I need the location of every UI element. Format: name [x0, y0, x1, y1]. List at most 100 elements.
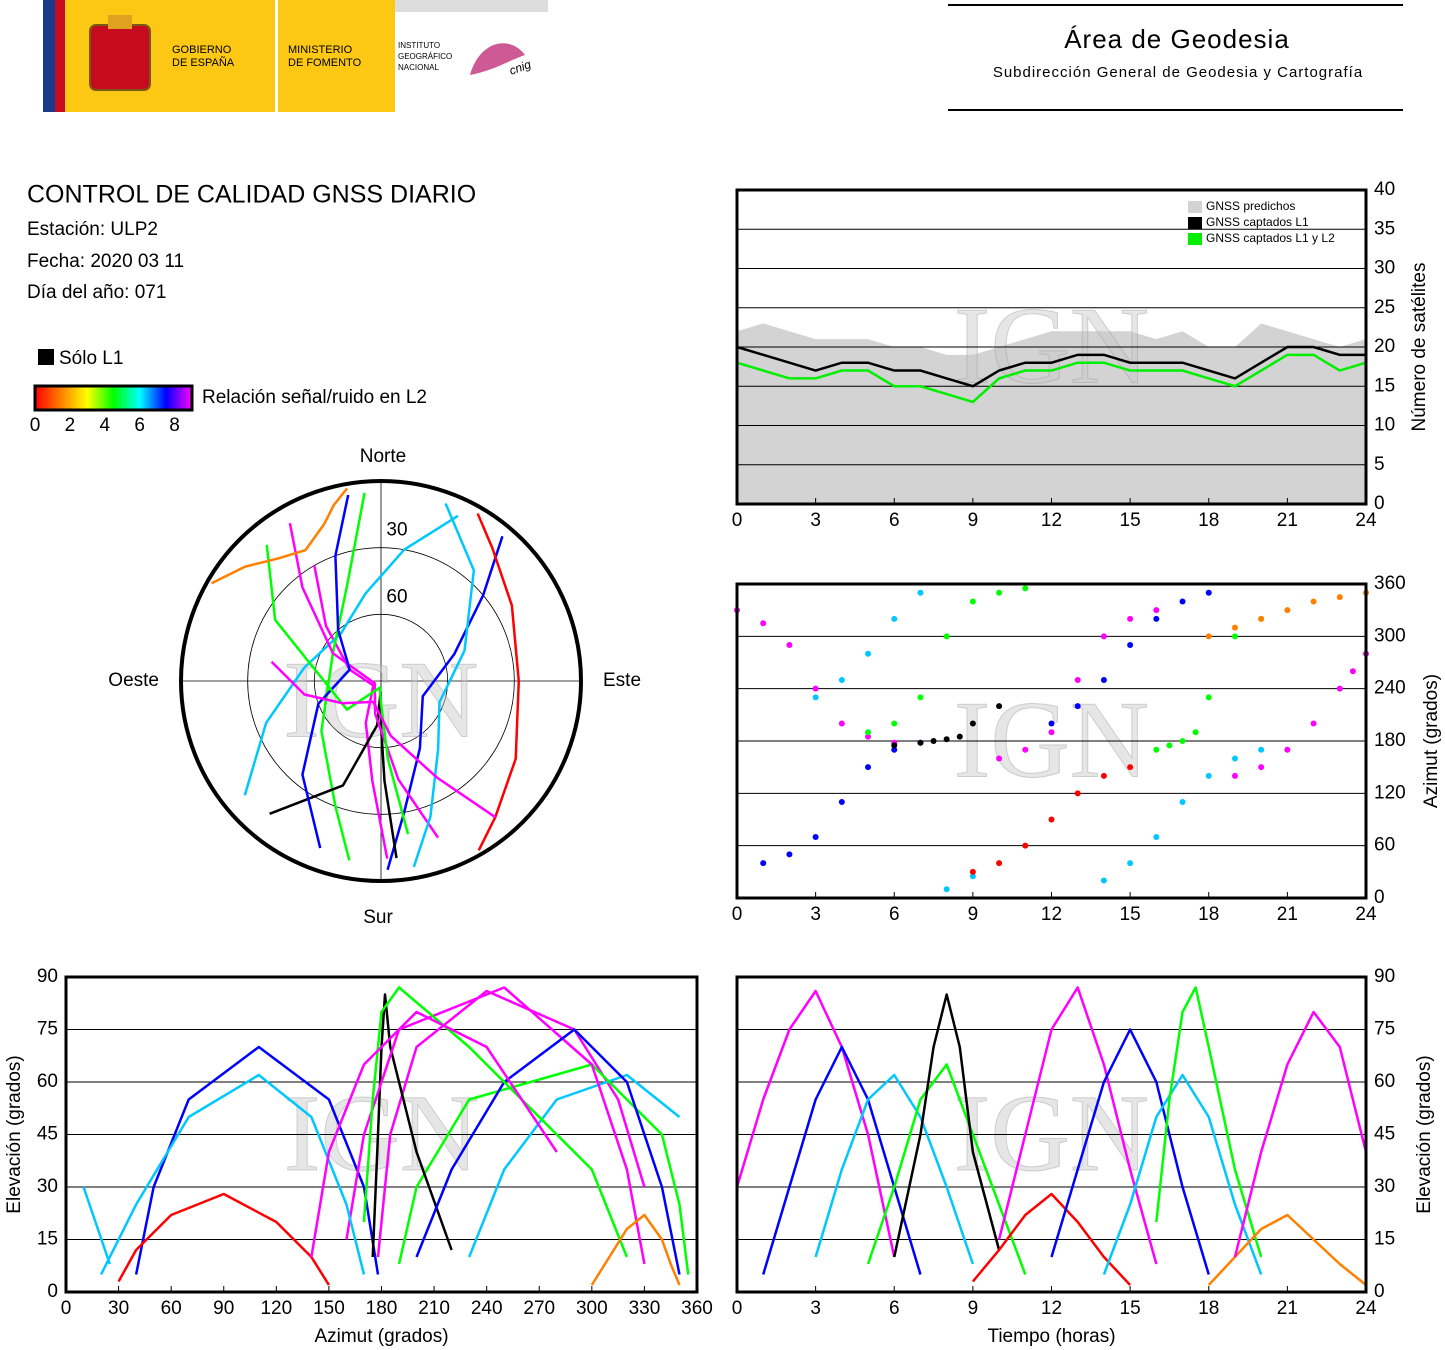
area: [737, 323, 1366, 504]
watermark: IGN: [284, 1072, 480, 1194]
point: [1231, 772, 1238, 779]
point: [917, 694, 924, 701]
logo-bar: [43, 0, 548, 112]
point: [1231, 624, 1238, 631]
y-tick-label: 300: [1374, 625, 1406, 646]
point: [1336, 594, 1343, 601]
x-tick-label: 300: [576, 1298, 608, 1319]
track: [893, 993, 1001, 1258]
point: [1205, 772, 1212, 779]
point: [996, 703, 1003, 710]
point: [1284, 607, 1291, 614]
y-tick-label: 0: [47, 1281, 58, 1302]
point: [1100, 676, 1107, 683]
area-title: Área de Geodesia: [1064, 24, 1290, 54]
x-tick-label: 21: [1277, 510, 1298, 531]
track: [386, 535, 504, 871]
y-tick-label: 35: [1374, 218, 1395, 239]
colorbar-tick-label: 8: [169, 415, 180, 436]
point: [1258, 746, 1265, 753]
x-tick-label: 0: [61, 1298, 72, 1319]
y-tick-label: 0: [1374, 887, 1385, 908]
track: [134, 1045, 380, 1275]
y-tick-label: 25: [1374, 297, 1395, 318]
legend-label: GNSS captados L1: [1206, 215, 1309, 229]
logo-text: DE ESPAÑA: [172, 56, 235, 69]
y-axis-label: Azimut (grados): [1421, 674, 1442, 808]
point: [1153, 746, 1160, 753]
x-tick-label: 90: [213, 1298, 234, 1319]
y-tick-label: 30: [1374, 258, 1395, 279]
point: [930, 738, 937, 744]
direction-label: Sur: [363, 907, 393, 928]
track: [476, 513, 521, 851]
track: [313, 565, 389, 859]
point: [838, 720, 845, 727]
point: [865, 733, 872, 740]
point: [1074, 676, 1081, 683]
track: [971, 1192, 1132, 1286]
x-tick-label: 270: [523, 1298, 555, 1319]
point: [838, 676, 845, 683]
y-tick-label: 30: [1374, 1176, 1395, 1197]
x-tick-label: 18: [1198, 904, 1219, 925]
point: [996, 755, 1003, 762]
point: [1310, 598, 1317, 605]
y-tick-label: 10: [1374, 415, 1395, 436]
report-line: Estación: ULP2: [27, 219, 158, 240]
point: [865, 729, 872, 736]
point: [1074, 790, 1081, 797]
point: [1153, 607, 1160, 614]
logo-text: NACIONAL: [398, 63, 439, 72]
y-tick-label: 240: [1374, 678, 1406, 699]
point: [1258, 615, 1265, 622]
logo-text: MINISTERIO: [288, 44, 353, 56]
point: [1048, 816, 1055, 823]
point: [1336, 685, 1343, 692]
watermark: IGN: [954, 284, 1150, 406]
plot-frame: [64, 975, 699, 1294]
point: [1127, 860, 1134, 867]
point: [917, 589, 924, 596]
direction-label: Este: [603, 670, 641, 691]
x-tick-label: 15: [1120, 1298, 1141, 1319]
x-tick-label: 9: [968, 904, 979, 925]
track: [99, 1073, 366, 1276]
x-tick-label: 0: [732, 904, 743, 925]
line: [736, 353, 1367, 404]
y-tick-label: 15: [1374, 375, 1395, 396]
point: [1166, 742, 1173, 749]
point: [1100, 633, 1107, 640]
point: [1205, 633, 1212, 640]
ring-label: 30: [386, 520, 407, 541]
x-tick-label: 330: [629, 1298, 661, 1319]
plot-frame: [735, 188, 1368, 506]
track: [467, 1073, 681, 1258]
point: [812, 833, 819, 840]
point: [1205, 589, 1212, 596]
plot-frame: [735, 582, 1368, 900]
point: [1022, 746, 1029, 753]
point: [969, 873, 976, 880]
point: [1022, 842, 1029, 849]
x-tick-label: 3: [810, 904, 821, 925]
point: [1100, 877, 1107, 884]
track: [270, 660, 496, 819]
point: [943, 886, 950, 893]
x-axis-label: Azimut (grados): [314, 1326, 448, 1347]
y-tick-label: 40: [1374, 179, 1395, 200]
legend-swatch: [1188, 201, 1202, 213]
point: [996, 860, 1003, 867]
y-axis-label: Número de satélites: [1409, 263, 1430, 432]
track: [590, 1213, 681, 1286]
colorbar-label: Relación señal/ruido en L2: [202, 387, 427, 408]
x-tick-label: 12: [1041, 1298, 1062, 1319]
track: [362, 986, 629, 1258]
point: [1179, 799, 1186, 806]
point: [1048, 729, 1055, 736]
track: [82, 1186, 112, 1265]
x-tick-label: 150: [313, 1298, 345, 1319]
x-tick-label: 9: [968, 510, 979, 531]
x-tick-label: 15: [1120, 510, 1141, 531]
colorbar-tick-label: 2: [65, 415, 76, 436]
